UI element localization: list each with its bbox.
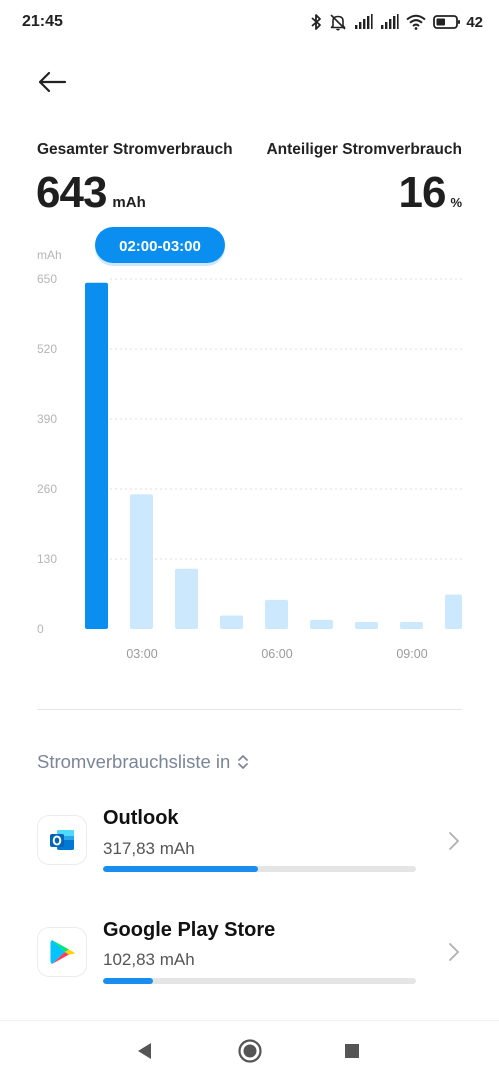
x-tick-label: 09:00 [396,647,427,661]
silent-icon [330,14,346,31]
app-usage: 102,83 mAh [103,950,195,969]
bar [445,594,462,629]
bar [220,615,243,629]
list-header-label: Stromverbrauchsliste in [37,751,231,772]
y-tick-label: 390 [37,412,57,426]
share-consumption-value: 16% [398,168,462,218]
nav-back-icon [138,1043,151,1059]
divider [37,709,462,710]
share-value-number: 16 [398,168,446,217]
y-tick-label: 260 [37,482,57,496]
bluetooth-icon [311,14,322,30]
y-tick-label: 650 [37,272,57,286]
sort-updown-icon [238,755,249,769]
y-axis-unit-label: mAh [37,248,62,262]
wifi-icon [406,14,426,30]
status-time: 21:45 [22,13,63,30]
bar [400,622,423,629]
selected-range-pill [95,227,225,263]
power-usage-chart: mAh 650 520 390 260 130 0 03:00 06:00 09:00 02:00-… [0,222,499,672]
chevron-right-icon [449,943,459,961]
app-usage-bar [103,866,416,872]
share-consumption-label: Anteiliger Stromverbrauch [266,141,462,158]
signal-icon [381,14,399,29]
back-button[interactable] [30,62,74,102]
share-value-unit: % [450,195,462,210]
battery-icon [433,15,461,29]
total-consumption-label: Gesamter Stromverbrauch [37,141,233,158]
total-value-number: 643 [36,168,107,217]
y-tick-label: 130 [37,552,57,566]
x-tick-label: 03:00 [126,647,157,661]
outlook-icon [37,815,87,865]
app-usage-bar [103,978,416,984]
list-sort-header[interactable]: Stromverbrauchsliste in [37,749,249,775]
navigation-bar [0,1020,499,1080]
nav-recents-icon [345,1044,359,1058]
total-value-unit: mAh [112,194,146,211]
nav-home-button[interactable] [236,1037,264,1065]
app-row-play-store[interactable]: Google Play Store 102,83 mAh [0,901,499,1001]
total-consumption-value: 643 mAh [36,168,146,218]
bar [265,599,288,629]
selected-range-label: 02:00-03:00 [119,238,201,255]
chevron-right-icon [449,832,459,850]
play-store-icon [37,927,87,977]
bar [130,494,153,629]
y-tick-label: 520 [37,342,57,356]
battery-percent: 42 [466,13,483,31]
bar [175,568,198,629]
status-icons: 42 [310,12,483,32]
bar [310,619,333,629]
nav-back-button[interactable] [131,1037,159,1065]
chart-svg: mAh 650 520 390 260 130 0 03:00 06:00 09:00 02:00-… [37,227,462,661]
nav-recents-button[interactable] [338,1037,366,1065]
app-usage: 317,83 mAh [103,839,195,858]
app-name: Outlook [103,807,179,829]
app-name: Google Play Store [103,919,276,941]
arrow-left-icon [38,71,67,93]
nav-home-icon [238,1039,262,1063]
x-tick-label: 06:00 [261,647,292,661]
signal-icon [355,14,373,29]
app-usage-bar-fill [103,978,154,984]
bar [85,282,108,629]
bar [355,622,378,629]
y-tick-label: 0 [37,622,44,636]
status-bar: 21:45 [0,0,499,44]
app-row-outlook[interactable]: Outlook 317,83 mAh [0,790,499,890]
app-usage-bar-fill [103,866,258,872]
